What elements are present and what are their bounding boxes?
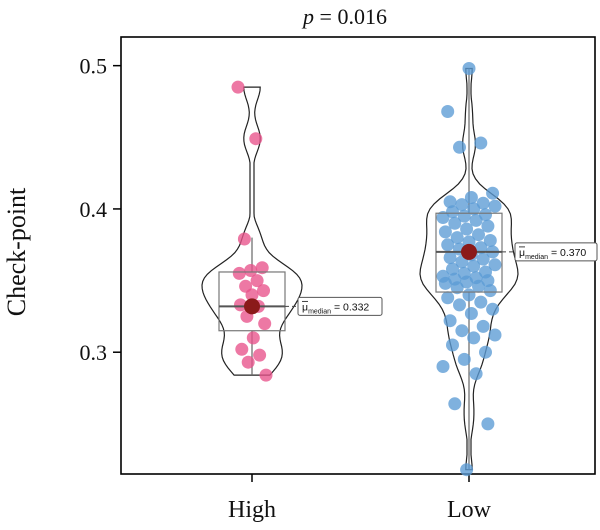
data-point bbox=[481, 417, 495, 431]
violin-groups: μmedian = 0.332 μmedian = 0.370 bbox=[201, 62, 598, 477]
data-point bbox=[441, 291, 455, 305]
median-marker bbox=[244, 298, 260, 315]
data-point bbox=[472, 279, 485, 293]
data-point bbox=[462, 288, 476, 302]
data-point bbox=[258, 317, 272, 331]
data-point bbox=[441, 238, 455, 252]
data-point bbox=[460, 275, 474, 289]
x-tick-label: High bbox=[228, 497, 276, 523]
x-tick-label: Low bbox=[447, 497, 492, 523]
data-point bbox=[446, 205, 459, 219]
data-point bbox=[460, 222, 474, 236]
data-point bbox=[481, 219, 495, 233]
chart-title: p = 0.016 bbox=[301, 4, 387, 29]
data-point bbox=[479, 345, 492, 359]
data-point bbox=[443, 251, 457, 265]
data-point bbox=[467, 259, 481, 273]
data-point bbox=[474, 295, 488, 309]
data-point bbox=[232, 266, 246, 280]
violin-group-high: μmedian = 0.332 bbox=[201, 80, 383, 382]
data-point bbox=[259, 368, 273, 382]
data-point bbox=[453, 298, 466, 312]
data-point bbox=[488, 199, 502, 213]
median-label-box bbox=[297, 296, 383, 316]
data-point bbox=[443, 195, 457, 209]
data-point bbox=[253, 348, 267, 362]
data-point bbox=[446, 338, 459, 352]
data-point bbox=[464, 191, 478, 204]
data-point bbox=[479, 208, 492, 222]
median-label: μmedian = 0.370 bbox=[519, 247, 586, 261]
y-axis: 0.3 0.4 0.5 bbox=[80, 54, 121, 365]
median-label: μmedian = 0.332 bbox=[302, 301, 369, 315]
violin-group-low: μmedian = 0.370 bbox=[419, 62, 598, 477]
data-point bbox=[443, 314, 457, 328]
iqr-box bbox=[218, 271, 286, 332]
data-point bbox=[483, 234, 497, 247]
y-axis-label: Check-point bbox=[2, 187, 31, 316]
y-tick-label: 0.3 bbox=[80, 340, 108, 365]
median-marker bbox=[461, 243, 477, 260]
data-point bbox=[481, 274, 495, 288]
data-point bbox=[438, 225, 452, 239]
data-point bbox=[450, 281, 464, 295]
data-point bbox=[234, 298, 247, 312]
data-point bbox=[244, 264, 258, 277]
data-point bbox=[455, 198, 469, 212]
data-point bbox=[453, 140, 466, 154]
data-point bbox=[488, 258, 502, 272]
data-point bbox=[438, 276, 452, 290]
data-point bbox=[460, 463, 474, 477]
title-p-value: = 0.016 bbox=[314, 4, 387, 29]
data-point bbox=[488, 328, 502, 342]
data-point bbox=[255, 261, 269, 275]
title-p-symbol: p bbox=[301, 4, 314, 29]
data-point bbox=[246, 331, 260, 345]
data-point bbox=[249, 132, 263, 146]
data-point bbox=[486, 302, 500, 316]
data-point bbox=[476, 319, 490, 333]
data-point bbox=[467, 202, 481, 216]
data-point bbox=[450, 231, 464, 245]
data-point bbox=[476, 252, 490, 266]
data-point bbox=[469, 367, 483, 381]
data-point bbox=[455, 324, 469, 338]
data-point bbox=[441, 105, 455, 118]
y-tick-label: 0.4 bbox=[80, 197, 108, 222]
data-point bbox=[476, 196, 490, 210]
data-point bbox=[464, 307, 478, 320]
data-point bbox=[436, 211, 450, 224]
data-point bbox=[462, 62, 476, 75]
data-point bbox=[472, 228, 485, 242]
data-point bbox=[231, 80, 245, 94]
x-axis: High Low bbox=[228, 474, 492, 523]
data-point bbox=[235, 342, 249, 356]
data-point bbox=[237, 232, 251, 246]
data-point bbox=[474, 241, 488, 255]
data-point bbox=[483, 284, 497, 298]
data-point bbox=[474, 136, 488, 150]
data-point bbox=[486, 186, 500, 200]
data-point bbox=[250, 274, 264, 288]
data-point bbox=[436, 360, 450, 373]
data-point bbox=[448, 397, 462, 411]
data-point bbox=[457, 352, 471, 366]
data-point bbox=[257, 284, 270, 298]
data-point bbox=[448, 216, 462, 230]
data-point bbox=[467, 331, 481, 345]
median-label-box bbox=[514, 242, 598, 262]
data-point bbox=[446, 262, 459, 276]
y-tick-label: 0.5 bbox=[80, 54, 108, 79]
data-point bbox=[241, 355, 255, 369]
data-point bbox=[469, 213, 483, 227]
data-point bbox=[245, 288, 259, 302]
